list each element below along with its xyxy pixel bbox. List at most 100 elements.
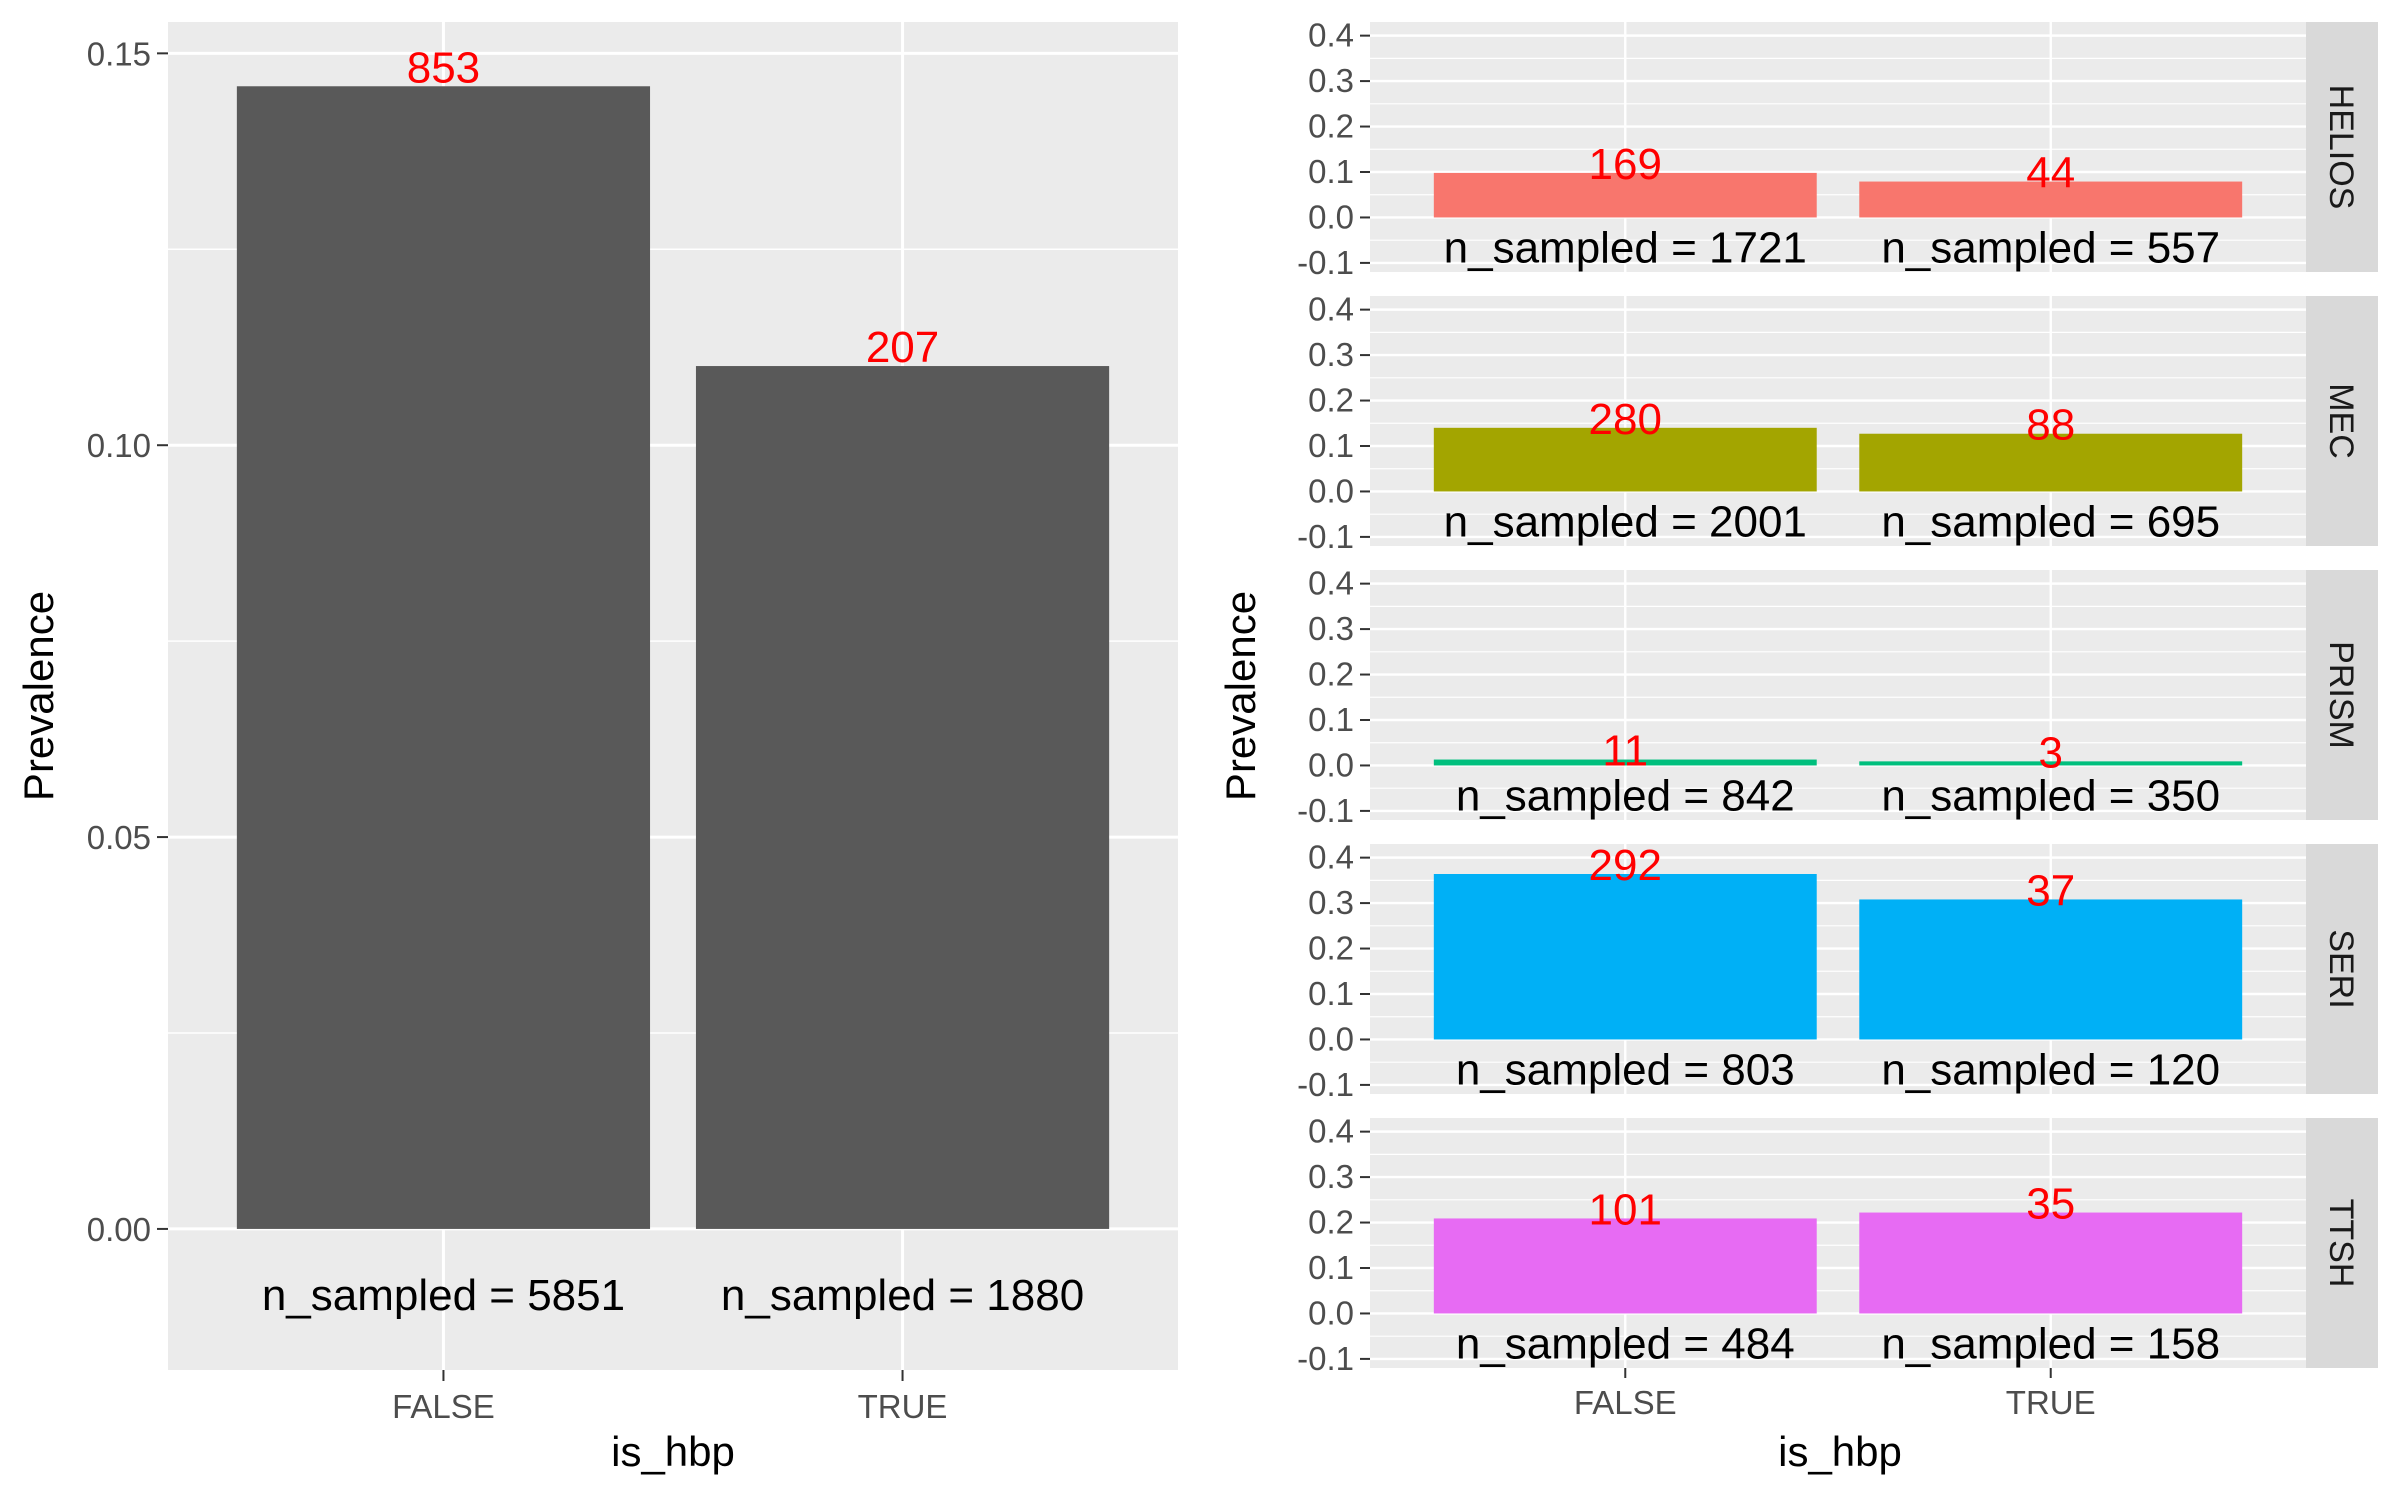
facet-strip-label: TTSH: [2322, 1199, 2360, 1288]
facet-bar-false: [1433, 172, 1817, 218]
facet-n-sampled-label: n_sampled = 803: [1456, 1045, 1795, 1094]
facet-y-tick-label: 0.3: [1308, 336, 1354, 373]
facet-y-tick-label: 0.3: [1308, 884, 1354, 921]
facet-bar-false: [1433, 874, 1817, 1040]
facet-ttsh: 101 n_sampled = 484 35 n_sampled = 158 -0.1 0…: [1297, 1113, 2378, 1377]
facet-bar-false: [1433, 427, 1817, 492]
facet-value-label: 44: [2026, 149, 2075, 198]
left-y-tick-label: 0.10: [87, 427, 151, 464]
left-bar-true: [695, 366, 1110, 1229]
facet-y-tick-label: 0.4: [1308, 1113, 1354, 1150]
facet-value-label: 280: [1589, 395, 1662, 444]
facet-strip-label: MEC: [2322, 383, 2360, 459]
facet-value-label: 88: [2026, 401, 2075, 450]
facet-y-tick-label: 0.3: [1308, 62, 1354, 99]
facet-mec: 280 n_sampled = 2001 88 n_sampled = 695 -0.1…: [1297, 291, 2378, 555]
facet-y-tick-label: -0.1: [1297, 244, 1354, 281]
left-x-tick-label: TRUE: [858, 1388, 948, 1425]
facet-y-tick-label: -0.1: [1297, 792, 1354, 829]
facet-y-tick-label: 0.0: [1308, 1020, 1354, 1057]
left-x-axis: FALSE TRUE: [392, 1370, 947, 1425]
facet-value-label: 37: [2026, 866, 2075, 915]
facet-strip-label: HELIOS: [2322, 85, 2360, 210]
right-x-axis-title: is_hbp: [1778, 1428, 1902, 1475]
facet-y-tick-label: 0.4: [1308, 17, 1354, 54]
left-n-sampled-label: n_sampled = 5851: [262, 1271, 625, 1320]
facet-y-tick-label: 0.1: [1308, 427, 1354, 464]
right-x-tick-label: TRUE: [2006, 1384, 2096, 1421]
facet-n-sampled-label: n_sampled = 350: [1881, 771, 2220, 820]
facet-n-sampled-label: n_sampled = 842: [1456, 771, 1795, 820]
facet-y-tick-label: 0.4: [1308, 839, 1354, 876]
facet-y-tick-label: 0.1: [1308, 1249, 1354, 1286]
facet-n-sampled-label: n_sampled = 484: [1456, 1319, 1795, 1368]
left-n-sampled-label: n_sampled = 1880: [721, 1271, 1084, 1320]
facet-y-tick-label: 0.0: [1308, 1294, 1354, 1331]
facet-y-tick-label: 0.4: [1308, 565, 1354, 602]
facet-strip: [2306, 1118, 2378, 1368]
facet-bar-true: [1859, 433, 2243, 492]
facet-seri: 292 n_sampled = 803 37 n_sampled = 120 -0.1 0…: [1297, 839, 2378, 1103]
facet-n-sampled-label: n_sampled = 158: [1881, 1319, 2220, 1368]
facet-n-sampled-label: n_sampled = 1721: [1444, 223, 1807, 272]
facet-bar-true: [1859, 181, 2243, 218]
facet-panel: [1370, 296, 2306, 546]
left-value-label: 207: [866, 323, 939, 372]
facet-strip-label: SERI: [2322, 929, 2360, 1008]
facet-n-sampled-label: n_sampled = 557: [1881, 223, 2220, 272]
facet-y-tick-label: 0.4: [1308, 291, 1354, 328]
facet-y-tick-label: 0.1: [1308, 975, 1354, 1012]
facet-y-tick-label: 0.2: [1308, 930, 1354, 967]
facet-strip: [2306, 844, 2378, 1094]
facet-y-tick-label: 0.2: [1308, 382, 1354, 419]
left-bar-false: [236, 86, 651, 1229]
facet-y-tick-label: 0.1: [1308, 153, 1354, 190]
facet-n-sampled-label: n_sampled = 120: [1881, 1045, 2220, 1094]
left-bars: 853 n_sampled = 5851 207 n_sampled = 1880: [236, 43, 1110, 1320]
faceted-prevalence-chart: 169 n_sampled = 1721 44 n_sampled = 557 -0.1…: [1217, 17, 2378, 1475]
facet-value-label: 11: [1602, 727, 1648, 776]
facet-prism: 11n_sampled = 842 3n_sampled = 350 -0.1 0.0…: [1297, 565, 2378, 829]
left-y-axis-title: Prevalence: [15, 591, 62, 801]
facet-value-label: 101: [1589, 1185, 1662, 1234]
facet-value-label: 3: [2038, 728, 2062, 777]
facet-y-tick-label: 0.2: [1308, 1204, 1354, 1241]
facet-bar-false: [1433, 1218, 1817, 1314]
facet-helios: 169 n_sampled = 1721 44 n_sampled = 557 -0.1…: [1297, 17, 2378, 281]
facet-n-sampled-label: n_sampled = 2001: [1444, 497, 1807, 546]
facet-y-tick-label: -0.1: [1297, 1066, 1354, 1103]
left-y-tick-label: 0.15: [87, 35, 151, 72]
facet-value-label: 292: [1589, 841, 1662, 890]
facet-strip: [2306, 296, 2378, 546]
facet-y-tick-label: 0.3: [1308, 1158, 1354, 1195]
facet-y-tick-label: 0.0: [1308, 198, 1354, 235]
left-y-tick-label: 0.05: [87, 819, 151, 856]
facet-bar-false: [1433, 759, 1817, 766]
left-y-tick-label: 0.00: [87, 1211, 151, 1248]
facet-value-label: 35: [2026, 1180, 2075, 1229]
left-x-axis-title: is_hbp: [611, 1428, 735, 1475]
right-y-axis-title: Prevalence: [1217, 591, 1264, 801]
left-value-label: 853: [407, 43, 480, 92]
facet-y-tick-label: 0.2: [1308, 108, 1354, 145]
facet-bar-true: [1859, 761, 2243, 766]
facet-bar-true: [1859, 1212, 2243, 1314]
facet-y-tick-label: -0.1: [1297, 1340, 1354, 1377]
facet-y-tick-label: 0.1: [1308, 701, 1354, 738]
facet-strip: [2306, 570, 2378, 820]
facet-strip-label: PRISM: [2322, 641, 2360, 749]
facet-panels: 169 n_sampled = 1721 44 n_sampled = 557 -0.1…: [1297, 17, 2378, 1377]
facet-strip: [2306, 22, 2378, 272]
right-x-tick-label: FALSE: [1574, 1384, 1677, 1421]
facet-panel: [1370, 22, 2306, 272]
right-x-axis: FALSE TRUE: [1574, 1368, 2096, 1421]
facet-n-sampled-label: n_sampled = 695: [1881, 497, 2220, 546]
facet-value-label: 169: [1589, 140, 1662, 189]
facet-y-tick-label: 0.2: [1308, 656, 1354, 693]
left-x-tick-label: FALSE: [392, 1388, 495, 1425]
facet-y-tick-label: 0.0: [1308, 472, 1354, 509]
facet-y-tick-label: 0.0: [1308, 746, 1354, 783]
facet-y-tick-label: -0.1: [1297, 518, 1354, 555]
